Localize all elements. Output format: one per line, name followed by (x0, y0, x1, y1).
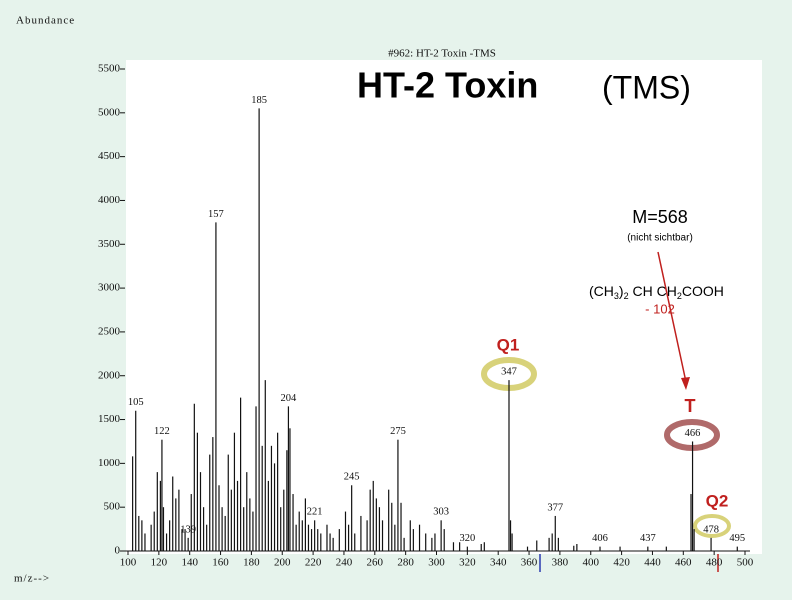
x-tick-label: 220 (305, 557, 322, 569)
t: T (685, 396, 696, 416)
y-tick-label: 5500 (98, 63, 121, 75)
x-tick-label: 500 (737, 557, 754, 569)
y-tick-label: 1000 (98, 457, 121, 469)
peak-label: 347 (501, 367, 517, 378)
y-tick-label: 2500 (98, 325, 121, 337)
formula-part: 2 (677, 291, 682, 301)
formula-part: (CH (589, 283, 614, 299)
peak-label: 221 (307, 507, 323, 518)
x-tick-label: 160 (212, 557, 229, 569)
headline-suffix: (TMS) (602, 69, 691, 105)
ring (693, 514, 731, 538)
x-tick-label: 240 (336, 557, 353, 569)
peak-label: 157 (208, 209, 224, 220)
mass-note: (nicht sichtbar) (627, 233, 693, 244)
peak-label: 437 (640, 533, 656, 544)
peak-label: 303 (433, 507, 449, 518)
y-tick-label: 1500 (98, 413, 121, 425)
formula-part: 2 (624, 291, 629, 301)
peak-label: 495 (729, 533, 745, 544)
loss: - 102 (645, 301, 675, 316)
arrow-head (681, 377, 690, 390)
formula-part: CH CH (629, 283, 677, 299)
peak-label: 320 (459, 533, 475, 544)
x-tick-label: 140 (181, 557, 198, 569)
y-tick-label: 500 (104, 501, 121, 513)
y-tick-label: 3500 (98, 238, 121, 250)
formula-part: ) (619, 283, 624, 299)
mass: M=568 (632, 207, 688, 227)
x-axis-label: m/z--> (14, 573, 50, 585)
y-tick-label: 5000 (98, 106, 121, 118)
x-tick-label: 320 (459, 557, 476, 569)
y-tick-label: 3000 (98, 282, 121, 294)
x-tick-label: 460 (675, 557, 692, 569)
headline: HT-2 Toxin (357, 65, 538, 106)
peak-label: 204 (281, 393, 298, 404)
x-tick-label: 180 (243, 557, 260, 569)
formula: (CH3)2 CH CH2COOH (589, 283, 724, 302)
x-tick-label: 480 (706, 557, 723, 569)
x-tick-label: 340 (490, 557, 507, 569)
peak-label: 377 (547, 502, 563, 513)
x-tick-label: 300 (428, 557, 445, 569)
x-tick-label: 360 (521, 557, 538, 569)
x-tick-label: 100 (120, 557, 137, 569)
peak-label: 466 (685, 428, 701, 439)
x-tick-label: 400 (583, 557, 600, 569)
x-tick-label: 200 (274, 557, 291, 569)
arrow-line (657, 251, 687, 383)
x-tick-label: 280 (397, 557, 414, 569)
q1: Q1 (497, 335, 520, 354)
peak-label: 185 (251, 95, 267, 106)
y-tick-label: 4500 (98, 150, 121, 162)
y-tick-label: 0 (115, 545, 121, 557)
y-tick-label: 2000 (98, 369, 121, 381)
y-tick-label: 4000 (98, 194, 121, 206)
formula-part: COOH (682, 283, 724, 299)
y-axis-label: Abundance (16, 15, 75, 27)
x-tick-label: 260 (367, 557, 384, 569)
peak-label: 139 (180, 524, 196, 535)
peak-label: 105 (128, 397, 144, 408)
formula-part: 3 (614, 291, 619, 301)
x-tick-label: 120 (151, 557, 168, 569)
peak-label: 122 (154, 426, 170, 437)
chart-title: #962: HT-2 Toxin -TMS (388, 48, 496, 60)
peak-label: 245 (344, 472, 360, 483)
peak-label: 275 (390, 426, 406, 437)
x-tick-label: 380 (552, 557, 569, 569)
peak-label: 478 (703, 524, 719, 535)
plot-area (126, 60, 762, 554)
x-tick-label: 440 (644, 557, 661, 569)
q2: Q2 (706, 491, 729, 510)
peak-label: 406 (592, 533, 608, 544)
x-tick-label: 420 (613, 557, 630, 569)
